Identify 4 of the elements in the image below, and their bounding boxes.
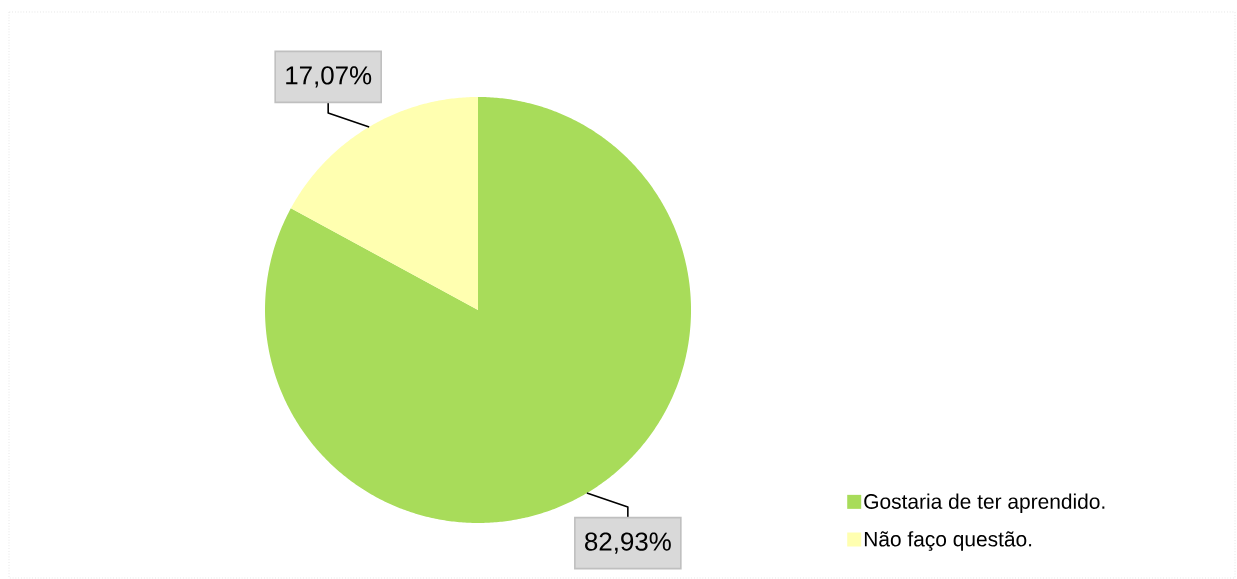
data-label: 17,07% (286, 66, 372, 88)
data-label: 82,93% (585, 532, 671, 554)
legend-label: Não faço questão. (864, 531, 1032, 551)
legend-label: Gostaria de ter aprendido. (864, 493, 1105, 514)
